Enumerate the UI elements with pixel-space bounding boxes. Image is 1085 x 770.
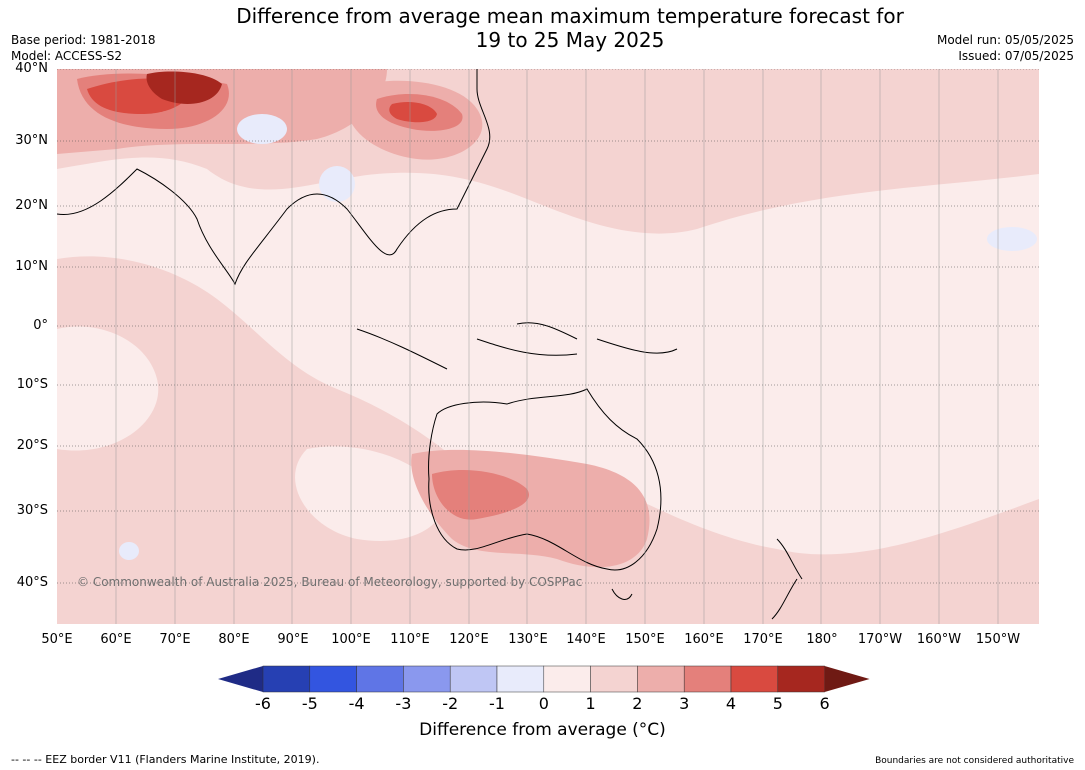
lon-label: 110°E — [390, 632, 430, 647]
graticule-meridians — [115, 69, 999, 624]
lon-label: 150°W — [975, 632, 1021, 647]
coastline-new-zealand — [771, 538, 803, 620]
map-title: Difference from average mean maximum tem… — [0, 4, 1085, 52]
lon-label: 80°E — [218, 632, 250, 647]
lon-label: 120°E — [449, 632, 489, 647]
anomaly-neg-1-0-pacific — [987, 227, 1037, 251]
colorbar-tick-label: 6 — [820, 694, 830, 713]
map-svg[interactable] — [57, 69, 1039, 624]
colorbar-segment — [403, 665, 451, 693]
anomaly-neg-1-0-myanmar — [319, 166, 355, 202]
lon-label: 160°E — [684, 632, 724, 647]
lon-label: 170°E — [743, 632, 783, 647]
lon-label: 130°E — [508, 632, 548, 647]
anomaly-0-1-west — [57, 326, 159, 451]
colorbar-segment — [449, 665, 498, 693]
lat-label: 40°N — [15, 61, 48, 76]
colorbar-segment — [637, 665, 685, 693]
colorbar-tick-label: -6 — [255, 694, 271, 713]
colorbar-segment — [356, 665, 404, 693]
coastline-tasmania — [611, 588, 633, 600]
colorbar-segment — [590, 665, 638, 693]
meta-left: Base period: 1981-2018 Model: ACCESS-S2 — [11, 32, 156, 64]
coastline-maritime-continent — [356, 322, 678, 370]
colorbar-tick-label: -1 — [489, 694, 505, 713]
colorbar: -6 -5 -4 -3 -2 -1 0 1 2 3 4 5 6 — [218, 665, 870, 713]
colorbar-segment — [309, 665, 357, 693]
lon-label: 70°E — [159, 632, 191, 647]
lon-label: 180° — [806, 632, 838, 647]
copyright-notice: © Commonwealth of Australia 2025, Bureau… — [77, 575, 583, 589]
anomaly-0-1-southwest — [295, 446, 443, 541]
coastline-australia — [428, 388, 662, 571]
lon-label: 60°E — [100, 632, 132, 647]
lat-label: 30°S — [16, 503, 48, 518]
lat-label: 20°S — [16, 438, 48, 453]
colorbar-tick-label: -3 — [395, 694, 411, 713]
lat-label: 40°S — [16, 575, 48, 590]
colorbar-tick-label: -4 — [349, 694, 365, 713]
eez-border-note: -- -- -- EEZ border V11 (Flanders Marine… — [11, 753, 320, 766]
lat-label: 20°N — [15, 198, 48, 213]
coastlines — [57, 69, 803, 620]
colorbar-tick-label: 5 — [773, 694, 783, 713]
anomaly-neg-1-0-southindian — [119, 542, 139, 560]
anomaly-3-4-australia — [432, 469, 529, 520]
colorbar-segments — [218, 665, 870, 693]
colorbar-segment — [777, 665, 825, 693]
meta-right: Model run: 05/05/2025 Issued: 07/05/2025 — [937, 32, 1074, 64]
colorbar-segment — [496, 665, 545, 693]
lat-label: 10°N — [15, 259, 48, 274]
map-panel[interactable] — [57, 69, 1039, 624]
title-line-1: Difference from average mean maximum tem… — [236, 4, 904, 28]
colorbar-segment — [730, 665, 779, 693]
anomaly-neg-1-0-tibet — [237, 114, 287, 144]
colorbar-segment — [262, 665, 311, 693]
colorbar-tick-label: 1 — [586, 694, 596, 713]
issued-date: Issued: 07/05/2025 — [958, 49, 1074, 63]
colorbar-tick-label: 4 — [726, 694, 736, 713]
model-name: Model: ACCESS-S2 — [11, 49, 123, 63]
colorbar-ticks: -6 -5 -4 -3 -2 -1 0 1 2 3 4 5 6 — [255, 694, 830, 713]
colorbar-extend-high — [824, 666, 870, 692]
colorbar-tick-label: 3 — [679, 694, 689, 713]
base-period: Base period: 1981-2018 — [11, 33, 156, 47]
lat-label: 10°S — [16, 377, 48, 392]
lon-label: 170°W — [857, 632, 903, 647]
anomaly-5-6-northwest — [146, 71, 222, 104]
lat-label: 30°N — [15, 133, 48, 148]
title-line-2: 19 to 25 May 2025 — [475, 28, 665, 52]
colorbar-tick-label: 0 — [539, 694, 549, 713]
boundaries-disclaimer: Boundaries are not considered authoritat… — [875, 756, 1074, 766]
lat-label: 0° — [33, 318, 48, 333]
colorbar-extend-low — [218, 666, 263, 692]
model-run: Model run: 05/05/2025 — [936, 33, 1074, 47]
lon-label: 140°E — [566, 632, 606, 647]
colorbar-tick-label: -5 — [302, 694, 318, 713]
colorbar-segment — [683, 665, 732, 693]
lon-label: 50°E — [41, 632, 73, 647]
lon-label: 90°E — [277, 632, 309, 647]
colorbar-label: Difference from average (°C) — [419, 720, 666, 740]
anomaly-1-2-south — [57, 256, 1039, 624]
colorbar-segment — [543, 665, 591, 693]
coastline-asia — [57, 69, 491, 286]
colorbar-tick-label: 2 — [632, 694, 642, 713]
lon-label: 100°E — [331, 632, 371, 647]
lon-label: 150°E — [625, 632, 665, 647]
anomaly-4-5-china — [389, 102, 437, 123]
lon-label: 160°W — [916, 632, 962, 647]
colorbar-tick-label: -2 — [442, 694, 458, 713]
